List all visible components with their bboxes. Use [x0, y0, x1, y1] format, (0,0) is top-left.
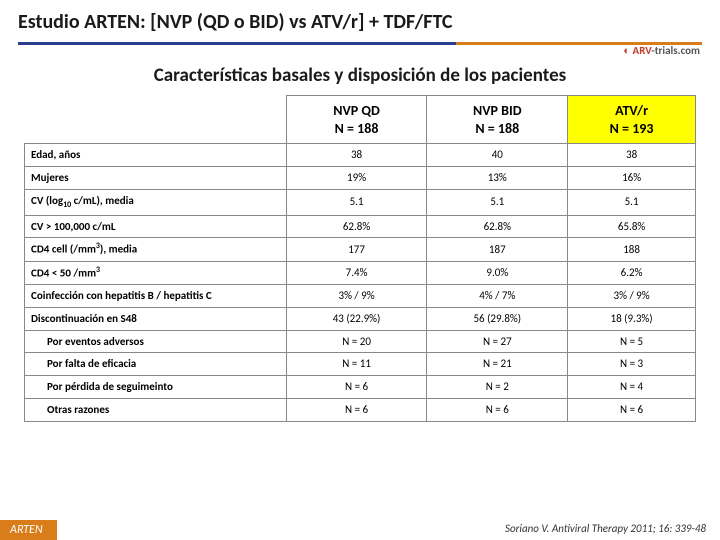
col-n: N = 193	[572, 120, 691, 138]
cell-value: 62.8%	[286, 215, 427, 238]
subtitle: Características basales y disposición de…	[0, 64, 720, 87]
cell-value: 38	[286, 144, 427, 167]
table-row: CD4 < 50 /mm37.4%9.0%6.2%	[25, 261, 696, 284]
cell-value: 6.2%	[568, 261, 696, 284]
row-label: CV > 100,000 c/mL	[25, 215, 287, 238]
row-label: CD4 cell (/mm3), media	[25, 238, 287, 261]
table-body: Edad, años384038Mujeres19%13%16%CV (log1…	[25, 144, 696, 422]
table-row: Otras razonesN = 6N = 6N = 6	[25, 398, 696, 421]
cell-value: 177	[286, 238, 427, 261]
table-row: CV > 100,000 c/mL62.8%62.8%65.8%	[25, 215, 696, 238]
title-bar: Estudio ARTEN: [NVP (QD o BID) vs ATV/r]…	[0, 0, 720, 40]
col-title: NVP QD	[291, 102, 423, 120]
row-label: CV (log10 c/mL), media	[25, 189, 287, 215]
column-header: NVP QDN = 188	[286, 96, 427, 144]
col-title: ATV/r	[572, 102, 691, 120]
cell-value: 62.8%	[427, 215, 568, 238]
cell-value: 7.4%	[286, 261, 427, 284]
table-row: Discontinuación en S4843 (22.9%)56 (29.8…	[25, 307, 696, 330]
cell-value: 3% / 9%	[286, 285, 427, 308]
row-label: Edad, años	[25, 144, 287, 167]
table-row: Coinfección con hepatitis B / hepatitis …	[25, 285, 696, 308]
underline-blue	[18, 42, 456, 45]
cell-value: N = 6	[286, 376, 427, 399]
cell-value: 56 (29.8%)	[427, 307, 568, 330]
cell-value: 9.0%	[427, 261, 568, 284]
cell-value: N = 6	[568, 398, 696, 421]
table-row: CV (log10 c/mL), media5.15.15.1	[25, 189, 696, 215]
table-row: Por pérdida de seguimeintoN = 6N = 2N = …	[25, 376, 696, 399]
cell-value: 13%	[427, 166, 568, 189]
cell-value: 5.1	[286, 189, 427, 215]
cell-value: N = 21	[427, 353, 568, 376]
row-label: Otras razones	[25, 398, 287, 421]
cell-value: 18 (9.3%)	[568, 307, 696, 330]
title-underline	[18, 42, 702, 46]
row-label: CD4 < 50 /mm3	[25, 261, 287, 284]
cell-value: 3% / 9%	[568, 285, 696, 308]
header-empty	[25, 96, 287, 144]
cell-value: 4% / 7%	[427, 285, 568, 308]
cell-value: N = 5	[568, 330, 696, 353]
logo-arv: ARV	[633, 44, 652, 57]
col-title: NVP BID	[431, 102, 563, 120]
cell-value: 187	[427, 238, 568, 261]
cell-value: N = 3	[568, 353, 696, 376]
cell-value: 19%	[286, 166, 427, 189]
footer-citation: Soriano V. Antiviral Therapy 2011; 16: 3…	[505, 522, 706, 535]
baseline-table: NVP QDN = 188NVP BIDN = 188ATV/rN = 193 …	[24, 95, 696, 422]
cell-value: N = 11	[286, 353, 427, 376]
table-row: Edad, años384038	[25, 144, 696, 167]
cell-value: 40	[427, 144, 568, 167]
cell-value: 16%	[568, 166, 696, 189]
cell-value: 43 (22.9%)	[286, 307, 427, 330]
column-header: ATV/rN = 193	[568, 96, 696, 144]
row-label: Por eventos adversos	[25, 330, 287, 353]
table-row: Por falta de eficaciaN = 11N = 21N = 3	[25, 353, 696, 376]
cell-value: N = 27	[427, 330, 568, 353]
cell-value: 5.1	[568, 189, 696, 215]
table-head: NVP QDN = 188NVP BIDN = 188ATV/rN = 193	[25, 96, 696, 144]
col-n: N = 188	[431, 120, 563, 138]
row-label: Mujeres	[25, 166, 287, 189]
column-header: NVP BIDN = 188	[427, 96, 568, 144]
table-container: NVP QDN = 188NVP BIDN = 188ATV/rN = 193 …	[0, 95, 720, 422]
page-title: Estudio ARTEN: [NVP (QD o BID) vs ATV/r]…	[18, 10, 702, 34]
cell-value: N = 2	[427, 376, 568, 399]
cell-value: N = 4	[568, 376, 696, 399]
cell-value: 188	[568, 238, 696, 261]
col-n: N = 188	[291, 120, 423, 138]
pill-icon: ◐	[623, 44, 630, 57]
cell-value: 65.8%	[568, 215, 696, 238]
cell-value: N = 6	[427, 398, 568, 421]
table-row: Mujeres19%13%16%	[25, 166, 696, 189]
cell-value: 5.1	[427, 189, 568, 215]
footer-study-tag: ARTEN	[0, 520, 57, 540]
table-row: Por eventos adversosN = 20N = 27N = 5	[25, 330, 696, 353]
row-label: Por pérdida de seguimeinto	[25, 376, 287, 399]
cell-value: 38	[568, 144, 696, 167]
brand-logo: ◐ ARV-trials.com	[623, 44, 700, 57]
cell-value: N = 6	[286, 398, 427, 421]
table-row: CD4 cell (/mm3), media177187188	[25, 238, 696, 261]
table-header-row: NVP QDN = 188NVP BIDN = 188ATV/rN = 193	[25, 96, 696, 144]
row-label: Coinfección con hepatitis B / hepatitis …	[25, 285, 287, 308]
row-label: Discontinuación en S48	[25, 307, 287, 330]
row-label: Por falta de eficacia	[25, 353, 287, 376]
cell-value: N = 20	[286, 330, 427, 353]
logo-trials: -trials.com	[651, 44, 700, 57]
